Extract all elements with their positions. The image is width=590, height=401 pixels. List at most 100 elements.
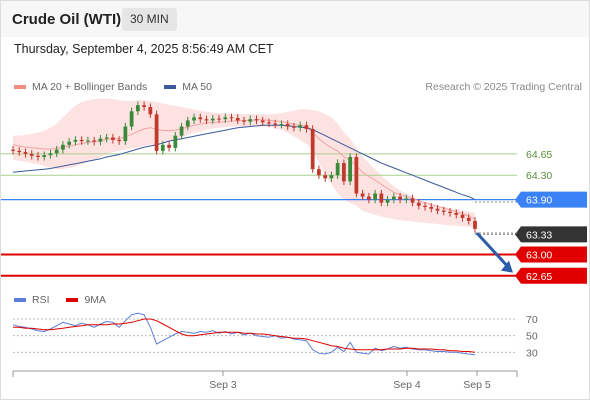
candle-body	[273, 123, 278, 125]
candle-body	[310, 128, 315, 170]
candle-body	[254, 119, 259, 121]
candle-body	[129, 111, 134, 127]
legend-item-ma20: MA 20 + Bollinger Bands	[14, 81, 147, 93]
legend-item-rsi: RSI	[14, 294, 50, 306]
rsi-legend: RSI 9MA	[14, 294, 120, 306]
candle-body	[379, 193, 384, 203]
candle-body	[210, 118, 215, 121]
candle-body	[373, 193, 377, 200]
legend-rsi-label: RSI	[32, 294, 50, 306]
candle-body	[342, 163, 346, 182]
candle-body	[435, 208, 440, 211]
level-tag-last	[515, 226, 587, 243]
candle-body	[335, 163, 340, 176]
legend-ma20-label: MA 20 + Bollinger Bands	[32, 81, 148, 93]
legend-item-ma50: MA 50	[164, 81, 212, 93]
level-tag-pivot	[515, 191, 587, 208]
candle-body	[366, 196, 371, 200]
x-tick-label: Sep 3	[209, 379, 237, 391]
candle-body	[11, 149, 15, 151]
x-tick-label: Sep 5	[463, 379, 491, 391]
candle-body	[423, 205, 427, 207]
candle-body	[123, 126, 128, 142]
forecast-arrow-head	[501, 260, 513, 273]
level-label-resistance: 64.65	[526, 149, 552, 161]
candle-body	[473, 220, 477, 229]
candle-body	[142, 105, 146, 108]
candle-body	[98, 138, 103, 142]
candle-body	[285, 124, 290, 127]
candle-body	[42, 155, 47, 157]
candle-body	[466, 217, 471, 221]
legend-9ma-label: 9MA	[84, 294, 107, 306]
candle-body	[329, 175, 334, 179]
candle-body	[404, 198, 409, 200]
ma50-line	[12, 124, 476, 201]
candle-body	[36, 155, 40, 157]
forecast-arrow-shaft	[475, 232, 509, 267]
candle-body	[154, 114, 159, 151]
candle-body	[410, 198, 415, 203]
timestamp: Thursday, September 4, 2025 8:56:49 AM C…	[14, 42, 274, 56]
candle-body	[348, 156, 353, 182]
candle-body	[416, 202, 421, 206]
candle-body	[317, 169, 321, 176]
candle-body	[67, 141, 72, 145]
candle-body	[260, 120, 265, 123]
candle-body	[185, 120, 190, 127]
candle-body	[204, 119, 209, 121]
level-tag-support	[515, 267, 587, 284]
candle-body	[448, 211, 452, 214]
candle-body	[192, 117, 196, 121]
candle-body	[267, 122, 271, 124]
rsi-tick-label: 50	[526, 331, 538, 343]
candle-body	[323, 175, 328, 179]
timeframe-button[interactable]: 30 MIN	[122, 8, 177, 31]
candle-body	[248, 119, 253, 122]
bollinger-band	[13, 98, 475, 228]
candle-body	[61, 144, 65, 150]
candle-body	[167, 144, 171, 148]
candle-body	[217, 118, 221, 120]
candle-body	[29, 153, 34, 156]
candle-body	[398, 196, 402, 200]
candle-body	[223, 117, 228, 120]
rsi-tick-label: 30	[526, 347, 538, 359]
level-tag-support	[515, 246, 587, 263]
candle-body	[73, 139, 78, 142]
candle-body	[292, 126, 296, 128]
level-label-resistance: 64.30	[526, 170, 552, 182]
legend-ma50-label: MA 50	[182, 81, 212, 93]
candle-body	[17, 150, 22, 153]
candle-body	[304, 125, 309, 129]
candle-body	[92, 140, 97, 142]
candle-body	[135, 105, 140, 112]
candle-body	[54, 149, 59, 154]
candle-body	[242, 120, 246, 122]
candle-body	[148, 107, 153, 115]
candle-body	[117, 139, 122, 142]
candle-body	[198, 117, 203, 120]
level-label-support: 62.65	[526, 271, 552, 283]
candle-body	[104, 137, 109, 139]
candle-body	[160, 144, 165, 151]
candle-body	[385, 199, 390, 203]
candle-body	[298, 125, 303, 128]
candle-body	[23, 152, 28, 154]
header-bar: Crude Oil (WTI) 30 MIN	[1, 1, 589, 37]
candle-body	[235, 117, 240, 121]
candle-body	[354, 156, 359, 194]
rsi-line	[12, 312, 476, 356]
rsi-ma-line	[13, 318, 476, 353]
candle-body	[454, 213, 459, 215]
candle-body	[48, 153, 53, 156]
candle-body	[441, 210, 446, 212]
candle-body	[111, 137, 115, 140]
candle-body	[179, 126, 184, 136]
candle-body	[79, 139, 84, 142]
candle-body	[460, 214, 465, 218]
candle-body	[86, 140, 90, 142]
level-label-last: 63.33	[526, 229, 552, 241]
